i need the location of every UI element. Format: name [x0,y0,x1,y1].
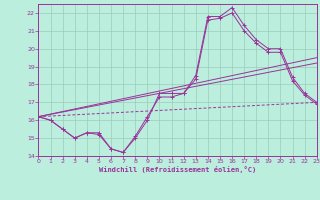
X-axis label: Windchill (Refroidissement éolien,°C): Windchill (Refroidissement éolien,°C) [99,166,256,173]
